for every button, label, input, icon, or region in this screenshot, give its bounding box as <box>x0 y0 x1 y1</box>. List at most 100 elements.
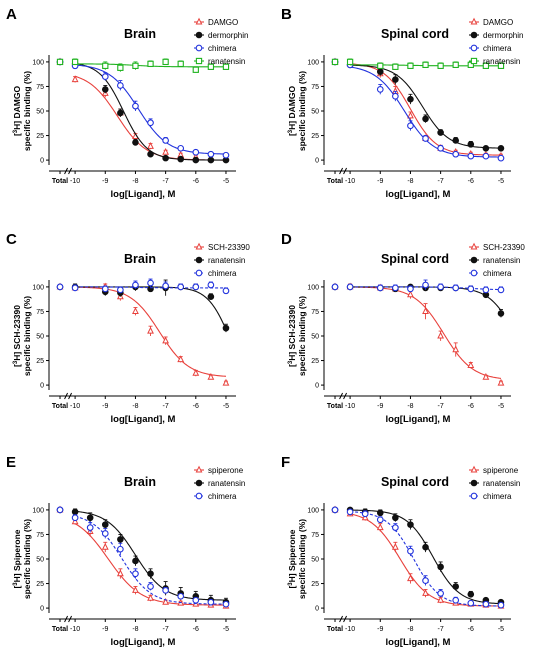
axis-break <box>339 615 344 623</box>
x-tick-label: -5 <box>223 403 229 410</box>
data-point <box>376 523 384 531</box>
data-point <box>376 516 384 524</box>
legend-label: ranatensin <box>208 57 245 66</box>
y-axis-label-compound: H] Spiperone <box>12 529 22 582</box>
data-point <box>437 62 444 69</box>
data-point <box>71 58 79 66</box>
data-point <box>222 63 230 70</box>
data-point <box>407 290 414 298</box>
legend-marker <box>195 57 203 65</box>
y-axis-label-line1: [3H] DAMGO <box>12 86 22 136</box>
x-tick-label: -9 <box>377 403 383 410</box>
legend-label: chimera <box>208 44 237 53</box>
series-chimera <box>56 58 230 159</box>
x-tick-label: -10 <box>345 626 355 633</box>
y-tick-label: 50 <box>36 557 44 564</box>
x-tick-label: -5 <box>498 626 504 633</box>
data-point <box>162 147 170 155</box>
x-tick-label: -7 <box>438 178 444 185</box>
data-point <box>392 92 399 100</box>
data-point-total <box>331 506 339 514</box>
y-axis-label-line2: specific binding (%) <box>297 296 307 376</box>
legend-label: spiperone <box>208 466 244 475</box>
legend-label: ranatensin <box>483 256 520 265</box>
legend-marker <box>470 44 478 52</box>
axis-break <box>64 167 69 175</box>
data-point <box>407 122 414 130</box>
data-point <box>407 285 414 293</box>
legend-label: SCH-23390 <box>483 243 525 252</box>
y-axis-label-isotope: 3 <box>288 360 294 364</box>
y-axis-label-line2: specific binding (%) <box>297 519 307 599</box>
legend-marker <box>470 242 478 250</box>
data-point <box>101 86 109 93</box>
data-point <box>177 592 185 600</box>
axis-break <box>339 392 344 400</box>
y-tick-label: 100 <box>307 59 319 66</box>
axis-break <box>68 392 73 400</box>
legend-label: ranatensin <box>208 256 245 265</box>
data-point <box>467 141 475 148</box>
x-tick-label: -8 <box>132 626 138 633</box>
data-point <box>71 514 79 522</box>
legend-marker <box>470 465 478 473</box>
chart-panel-d: D Spinal cord 0 25 50 75 100 Total -10 -9 -8 -7 -6 -5… <box>281 231 525 425</box>
legend-marker <box>195 31 203 39</box>
data-point <box>132 570 139 578</box>
legend-label: ranatensin <box>483 57 520 66</box>
data-point <box>147 60 154 68</box>
data-point <box>222 151 230 159</box>
y-axis-label-isotope: 3 <box>13 360 19 364</box>
data-point <box>222 287 230 295</box>
data-point <box>377 62 384 69</box>
y-axis-label-compound: H] Spiperone <box>287 529 297 582</box>
x-tick-label: -5 <box>223 626 229 633</box>
axis-break <box>343 615 348 623</box>
panel-title: Brain <box>124 27 156 41</box>
y-tick-label: 75 <box>36 84 44 91</box>
y-tick-label: 0 <box>315 158 319 165</box>
data-point <box>452 345 460 353</box>
x-tick-label: -6 <box>468 626 474 633</box>
x-tick-label: -6 <box>468 403 474 410</box>
data-point <box>437 129 444 136</box>
x-tick-label: Total <box>52 178 68 185</box>
data-point <box>162 336 170 344</box>
data-point <box>222 600 230 608</box>
y-tick-label: 0 <box>40 383 44 390</box>
data-point <box>147 279 154 287</box>
data-point-total <box>56 283 64 291</box>
x-tick-label: Total <box>52 403 68 410</box>
data-point <box>422 577 429 584</box>
data-point <box>71 284 79 292</box>
data-point <box>482 286 490 294</box>
series-chimera <box>331 279 505 294</box>
y-axis-label-line2: specific binding (%) <box>22 519 32 599</box>
data-point <box>467 152 475 160</box>
x-tick-label: -10 <box>70 626 80 633</box>
panel-title: Spinal cord <box>381 475 449 489</box>
x-tick-label: -6 <box>193 178 199 185</box>
data-point <box>437 144 444 152</box>
data-point <box>452 61 459 69</box>
data-point <box>162 587 169 594</box>
y-axis-label-compound: H] SCH-23390 <box>12 305 22 361</box>
x-tick-label: -10 <box>345 178 355 185</box>
x-tick-label: -8 <box>407 178 413 185</box>
data-point <box>467 599 475 607</box>
y-tick-label: 75 <box>311 532 319 539</box>
data-point <box>147 326 154 334</box>
data-point <box>497 62 505 69</box>
panel-title: Brain <box>124 475 156 489</box>
data-point <box>71 75 79 83</box>
data-point <box>497 378 505 386</box>
legend-marker <box>470 17 478 25</box>
legend-label: chimera <box>483 492 512 501</box>
y-axis-label-isotope: 3 <box>13 129 19 133</box>
data-point <box>101 521 109 528</box>
data-point <box>452 583 460 590</box>
axis-break <box>68 167 73 175</box>
data-point <box>407 62 414 69</box>
data-point <box>192 156 200 164</box>
